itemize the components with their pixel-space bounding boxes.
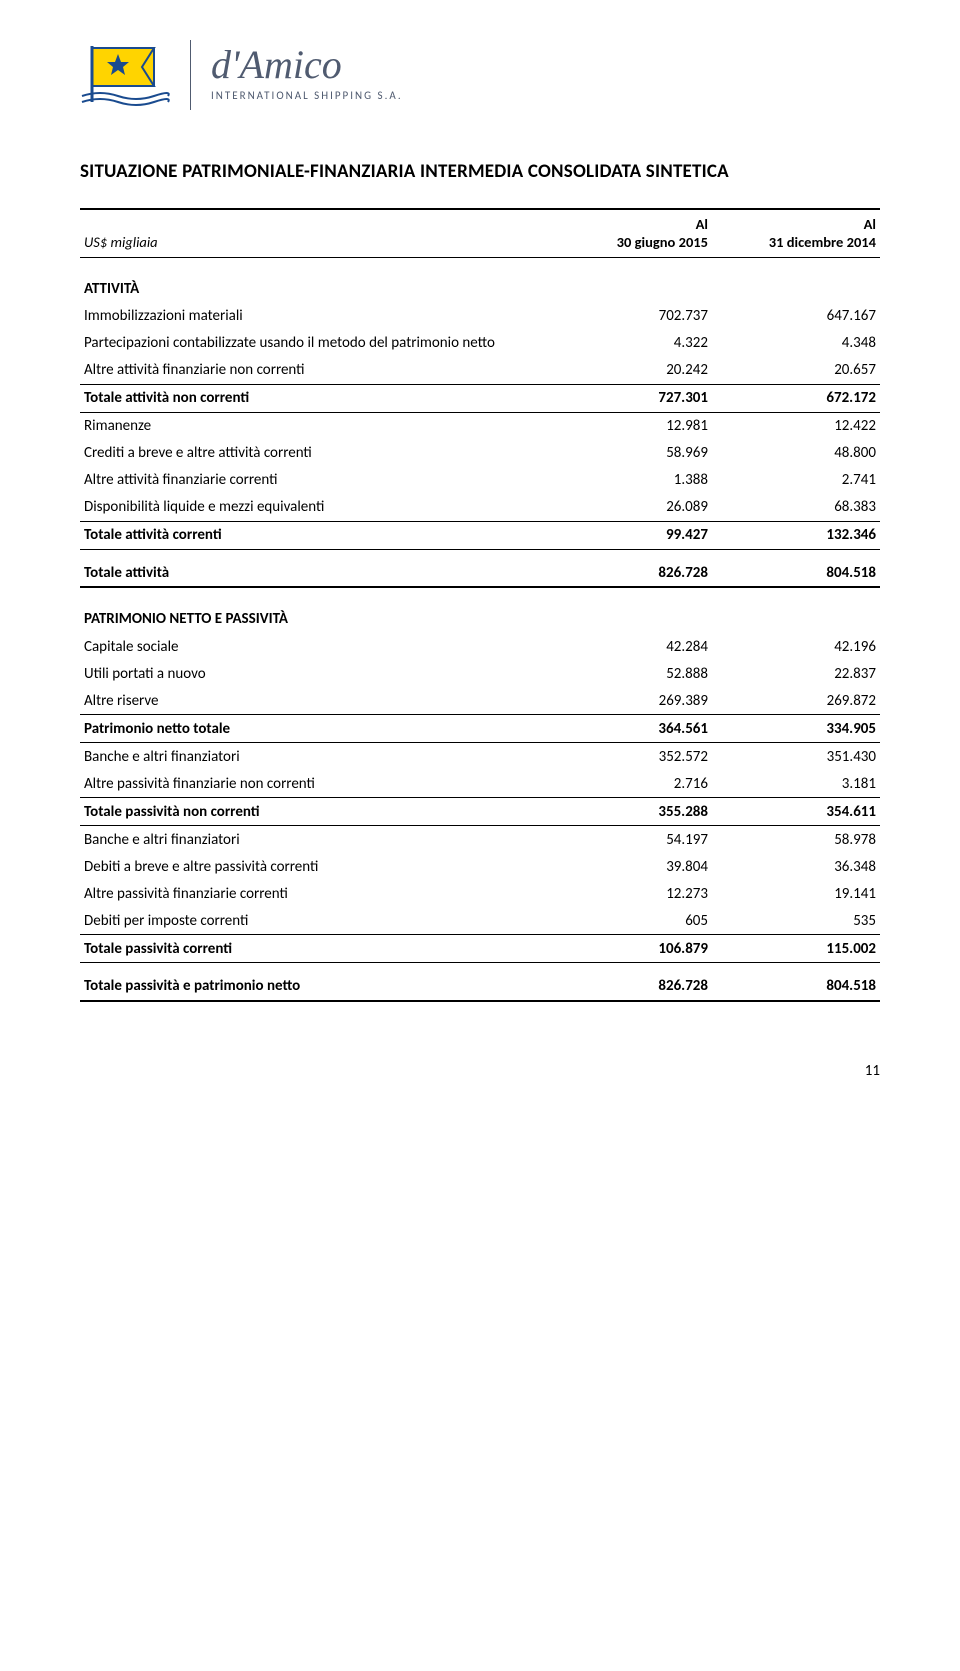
section-attivita: ATTIVITÀ — [80, 257, 880, 303]
section-patrimonio: PATRIMONIO NETTO E PASSIVITÀ — [80, 587, 880, 633]
table-row: Banche e altri finanziatori 54.197 58.97… — [80, 826, 880, 854]
table-row-grand-total: Totale attività 826.728 804.518 — [80, 549, 880, 587]
table-row-total: Totale attività non correnti 727.301 672… — [80, 384, 880, 412]
col1-header: Al 30 giugno 2015 — [544, 209, 712, 257]
company-subtitle: INTERNATIONAL SHIPPING S.A. — [211, 89, 403, 102]
table-row-grand-total: Totale passività e patrimonio netto 826.… — [80, 963, 880, 1001]
table-row: Capitale sociale 42.284 42.196 — [80, 633, 880, 660]
financial-table: US$ migliaia Al 30 giugno 2015 Al 31 dic… — [80, 208, 880, 1002]
col2-header: Al 31 dicembre 2014 — [712, 209, 880, 257]
table-row: Altre riserve 269.389 269.872 — [80, 687, 880, 715]
col1-line2: 30 giugno 2015 — [617, 233, 708, 251]
table-row-total: Totale attività correnti 99.427 132.346 — [80, 521, 880, 549]
table-row: Altre attività finanziarie non correnti … — [80, 357, 880, 385]
table-row: Debiti per imposte correnti 605 535 — [80, 907, 880, 935]
col2-line2: 31 dicembre 2014 — [769, 233, 876, 251]
table-row: Altre passività finanziarie non correnti… — [80, 770, 880, 798]
company-name: d'Amico INTERNATIONAL SHIPPING S.A. — [211, 40, 403, 102]
document-title: SITUAZIONE PATRIMONIALE-FINANZIARIA INTE… — [80, 160, 880, 183]
table-row: Debiti a breve e altre passività corrent… — [80, 853, 880, 880]
logo-divider — [190, 40, 191, 110]
table-row: Banche e altri finanziatori 352.572 351.… — [80, 743, 880, 771]
table-row-total: Totale passività correnti 106.879 115.00… — [80, 935, 880, 963]
table-row: Immobilizzazioni materiali 702.737 647.1… — [80, 303, 880, 330]
table-row: Altre passività finanziarie correnti 12.… — [80, 880, 880, 907]
logo-area: d'Amico INTERNATIONAL SHIPPING S.A. — [80, 40, 880, 110]
table-row: Utili portati a nuovo 52.888 22.837 — [80, 660, 880, 687]
col2-line1: Al — [864, 215, 876, 233]
table-header: US$ migliaia Al 30 giugno 2015 Al 31 dic… — [80, 209, 880, 257]
table-row-total: Totale passività non correnti 355.288 35… — [80, 798, 880, 826]
table-row: Disponibilità liquide e mezzi equivalent… — [80, 494, 880, 522]
unit-label: US$ migliaia — [80, 209, 544, 257]
table-row: Crediti a breve e altre attività corrent… — [80, 440, 880, 467]
table-row: Partecipazioni contabilizzate usando il … — [80, 330, 880, 357]
page-number: 11 — [80, 1062, 880, 1080]
flag-logo — [80, 40, 170, 110]
col1-line1: Al — [696, 215, 708, 233]
table-row: Altre attività finanziarie correnti 1.38… — [80, 467, 880, 494]
company-script: d'Amico — [211, 45, 403, 85]
table-row-total: Patrimonio netto totale 364.561 334.905 — [80, 715, 880, 743]
table-row: Rimanenze 12.981 12.422 — [80, 412, 880, 440]
